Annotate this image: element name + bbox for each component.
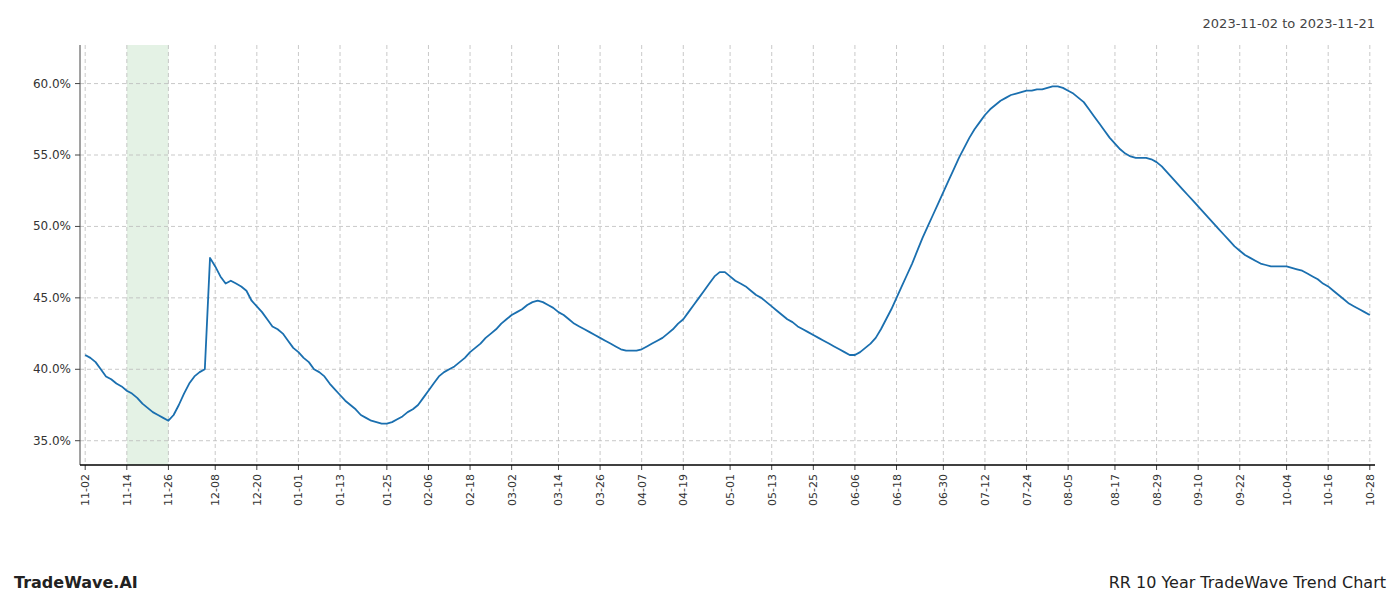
x-grid-line [215, 45, 216, 465]
x-grid-line [386, 45, 387, 465]
x-tick-label: 01-25 [381, 474, 394, 506]
x-grid-line [1026, 45, 1027, 465]
x-tick-label: 09-10 [1192, 474, 1205, 506]
x-grid-line [984, 45, 985, 465]
x-tick-label: 05-25 [807, 474, 820, 506]
x-grid-line [558, 45, 559, 465]
x-grid-line [168, 45, 169, 465]
x-grid-line [1068, 45, 1069, 465]
x-grid-line [1286, 45, 1287, 465]
y-tick-label: 60.0% [33, 77, 71, 91]
y-tick [75, 226, 80, 227]
x-tick-label: 11-02 [79, 474, 92, 506]
y-tick [75, 440, 80, 441]
footer-right: RR 10 Year TradeWave Trend Chart [1109, 573, 1386, 592]
x-tick-label: 08-17 [1109, 474, 1122, 506]
x-tick-label: 03-14 [552, 474, 565, 506]
title: 2023-11-02 to 2023-11-21 [1203, 16, 1375, 31]
x-grid-line [1198, 45, 1199, 465]
x-tick-label: 08-05 [1062, 474, 1075, 506]
x-grid-line [641, 45, 642, 465]
x-grid-line [340, 45, 341, 465]
x-grid-line [1114, 45, 1115, 465]
x-tick-label: 10-16 [1322, 474, 1335, 506]
x-tick-label: 01-13 [334, 474, 347, 506]
x-grid-line [730, 45, 731, 465]
x-tick-label: 11-26 [162, 474, 175, 506]
y-grid-line [80, 226, 1375, 227]
y-tick [75, 83, 80, 84]
x-tick-label: 12-20 [251, 474, 264, 506]
highlight-band [127, 45, 169, 465]
y-tick-label: 40.0% [33, 362, 71, 376]
x-grid-line [298, 45, 299, 465]
y-tick [75, 369, 80, 370]
y-tick-label: 35.0% [33, 434, 71, 448]
x-grid-line [896, 45, 897, 465]
x-tick-label: 07-24 [1021, 474, 1034, 506]
x-tick-label: 02-18 [464, 474, 477, 506]
x-grid-line [1328, 45, 1329, 465]
x-grid-line [813, 45, 814, 465]
y-tick [75, 297, 80, 298]
x-grid-line [771, 45, 772, 465]
x-tick-label: 12-08 [209, 474, 222, 506]
y-grid-line [80, 297, 1375, 298]
y-axis-line [80, 45, 81, 465]
x-grid-line [85, 45, 86, 465]
y-tick [75, 155, 80, 156]
x-tick-label: 02-06 [422, 474, 435, 506]
x-grid-line [511, 45, 512, 465]
x-tick-label: 05-01 [724, 474, 737, 506]
line [85, 86, 1370, 423]
x-grid-line [256, 45, 257, 465]
x-tick-label: 11-14 [121, 474, 134, 506]
x-tick-label: 03-26 [594, 474, 607, 506]
footer-left: TradeWave.AI [14, 573, 138, 592]
y-grid-line [80, 369, 1375, 370]
x-grid-line [1239, 45, 1240, 465]
x-tick-label: 07-12 [979, 474, 992, 506]
x-tick-label: 04-07 [636, 474, 649, 506]
x-tick-label: 06-18 [891, 474, 904, 506]
y-tick-label: 50.0% [33, 219, 71, 233]
y-grid-line [80, 440, 1375, 441]
plot-area [85, 86, 1370, 423]
x-grid-line [470, 45, 471, 465]
x-tick-label: 09-22 [1234, 474, 1247, 506]
x-axis-line [80, 464, 1375, 466]
x-tick-label: 05-13 [766, 474, 779, 506]
x-tick-label: 03-02 [506, 474, 519, 506]
y-grid-line [80, 155, 1375, 156]
x-tick-label: 06-06 [849, 474, 862, 506]
x-tick-label: 06-30 [937, 474, 950, 506]
x-grid-line [943, 45, 944, 465]
x-grid-line [126, 45, 127, 465]
x-tick-label: 10-04 [1281, 474, 1294, 506]
x-tick-label: 08-29 [1151, 474, 1164, 506]
x-grid-line [683, 45, 684, 465]
y-tick-label: 55.0% [33, 148, 71, 162]
x-grid-line [854, 45, 855, 465]
x-grid-line [1369, 45, 1370, 465]
x-grid-line [1156, 45, 1157, 465]
x-tick-label: 01-01 [292, 474, 305, 506]
x-tick-label: 10-28 [1364, 474, 1377, 506]
x-grid-line [600, 45, 601, 465]
chart: 35.0% 40.0% 45.0% 50.0% 55.0% 60.0% 11-02 11-14… [0, 0, 1400, 600]
y-grid-line [80, 83, 1375, 84]
x-tick-label: 04-19 [677, 474, 690, 506]
x-grid-line [428, 45, 429, 465]
y-tick-label: 45.0% [33, 291, 71, 305]
